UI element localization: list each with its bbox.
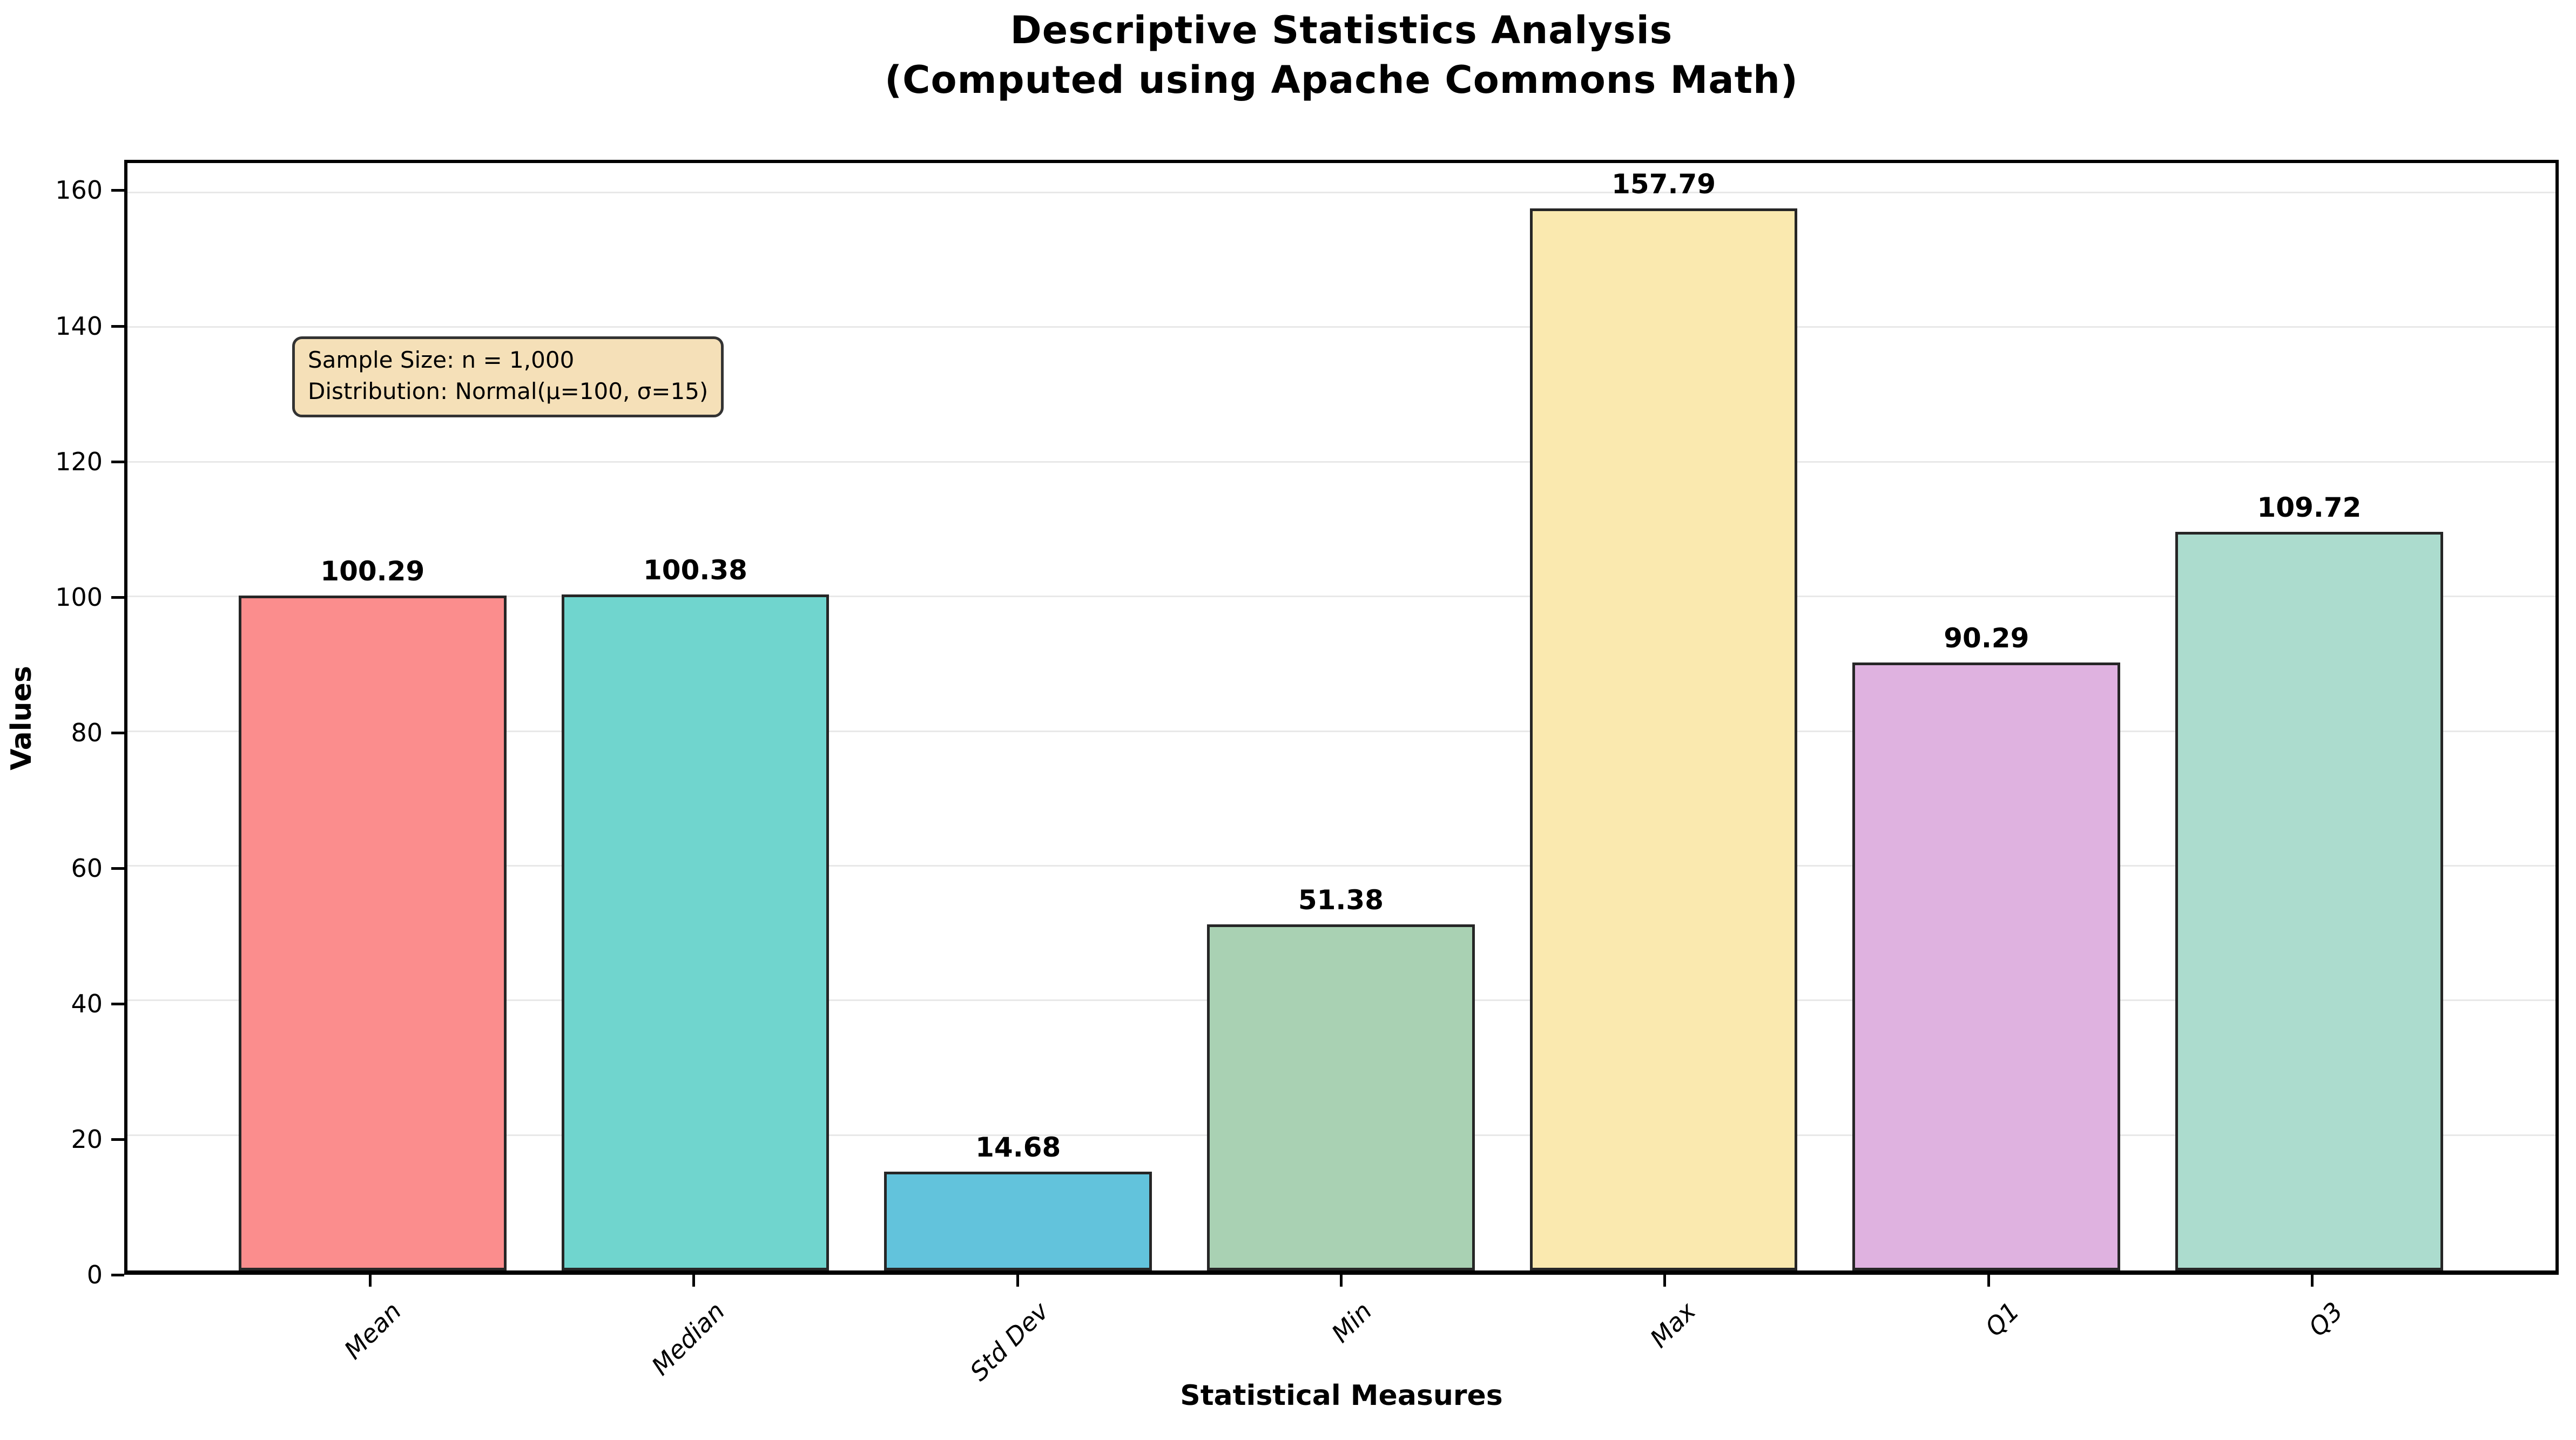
ytick-label-160: 160 [55,175,103,205]
bar-max [1529,208,1798,1270]
bar-slot-q3: 109.72 [2175,163,2443,1270]
annotation-line1: Sample Size: n = 1,000 [308,347,575,373]
ytick-mark-20 [111,1138,124,1141]
chart-title-line1: Descriptive Statistics Analysis [1010,8,1673,52]
plot-area: 100.29 100.38 14.68 51.38 157.79 90.29 109.72 … [124,160,2559,1275]
xtick-mark-min [1339,1275,1343,1287]
xtick-mark-median [692,1275,696,1287]
y-axis-label: Values [5,666,38,770]
ytick-mark-0 [111,1274,124,1276]
xtick-mark-q1 [1987,1275,1990,1287]
chart-title-line2: (Computed using Apache Commons Math) [885,58,1798,103]
gridline-y140 [127,326,2555,328]
ytick-mark-80 [111,731,124,734]
ytick-mark-100 [111,596,124,599]
ytick-mark-140 [111,324,124,328]
annotation-box: Sample Size: n = 1,000 Distribution: Nor… [292,336,724,417]
gridline-y100 [127,596,2555,598]
ytick-label-80: 80 [71,718,103,747]
bar-value-median: 100.38 [643,555,747,586]
xtick-label-max: Max [1644,1296,1702,1354]
bar-value-min: 51.38 [1298,884,1384,916]
annotation-line2: Distribution: Normal(μ=100, σ=15) [308,377,709,404]
ytick-label-0: 0 [86,1260,103,1289]
bar-slot-q1: 90.29 [1852,163,2121,1270]
gridline-y160 [127,192,2555,194]
xtick-mark-std-dev [1016,1275,1019,1287]
bar-value-max: 157.79 [1611,168,1716,200]
bar-slot-mean: 100.29 [238,163,507,1270]
xtick-label-std-dev: Std Dev [963,1296,1054,1387]
ytick-label-100: 100 [55,582,103,612]
xtick-label-min: Min [1326,1296,1378,1348]
bar-q3 [2175,532,2443,1270]
xtick-label-q1: Q1 [1979,1296,2025,1342]
ytick-label-140: 140 [55,311,103,341]
xtick-mark-q3 [2310,1275,2314,1287]
ytick-label-120: 120 [55,447,103,476]
chart-title: Descriptive Statistics Analysis (Compute… [124,5,2559,105]
bar-mean [238,595,507,1270]
bar-value-mean: 100.29 [320,555,425,587]
bar-q1 [1852,662,2121,1270]
bar-std-dev [884,1171,1152,1270]
bar-value-q1: 90.29 [1944,623,2029,654]
ytick-label-60: 60 [71,853,103,883]
bar-median [561,594,830,1270]
bar-slot-min: 51.38 [1207,163,1475,1270]
ytick-label-20: 20 [71,1124,103,1154]
ytick-label-40: 40 [71,989,103,1018]
bar-value-std-dev: 14.68 [975,1131,1061,1163]
ytick-mark-40 [111,1002,124,1005]
xtick-mark-mean [369,1275,372,1287]
bar-value-q3: 109.72 [2257,492,2362,524]
bar-slot-std-dev: 14.68 [884,163,1152,1270]
gridline-y120 [127,461,2555,463]
gridline-y80 [127,730,2555,732]
x-axis-label: Statistical Measures [1180,1380,1503,1412]
xtick-label-mean: Mean [338,1296,407,1365]
ytick-mark-60 [111,867,124,870]
bar-min [1207,924,1475,1270]
xtick-mark-max [1663,1275,1667,1287]
bar-slot-median: 100.38 [561,163,830,1270]
ytick-mark-120 [111,460,124,463]
bar-slot-max: 157.79 [1529,163,1798,1270]
ytick-mark-160 [111,189,124,192]
gridline-y60 [127,864,2555,867]
xtick-label-q3: Q3 [2303,1296,2349,1342]
xtick-label-median: Median [646,1296,731,1381]
